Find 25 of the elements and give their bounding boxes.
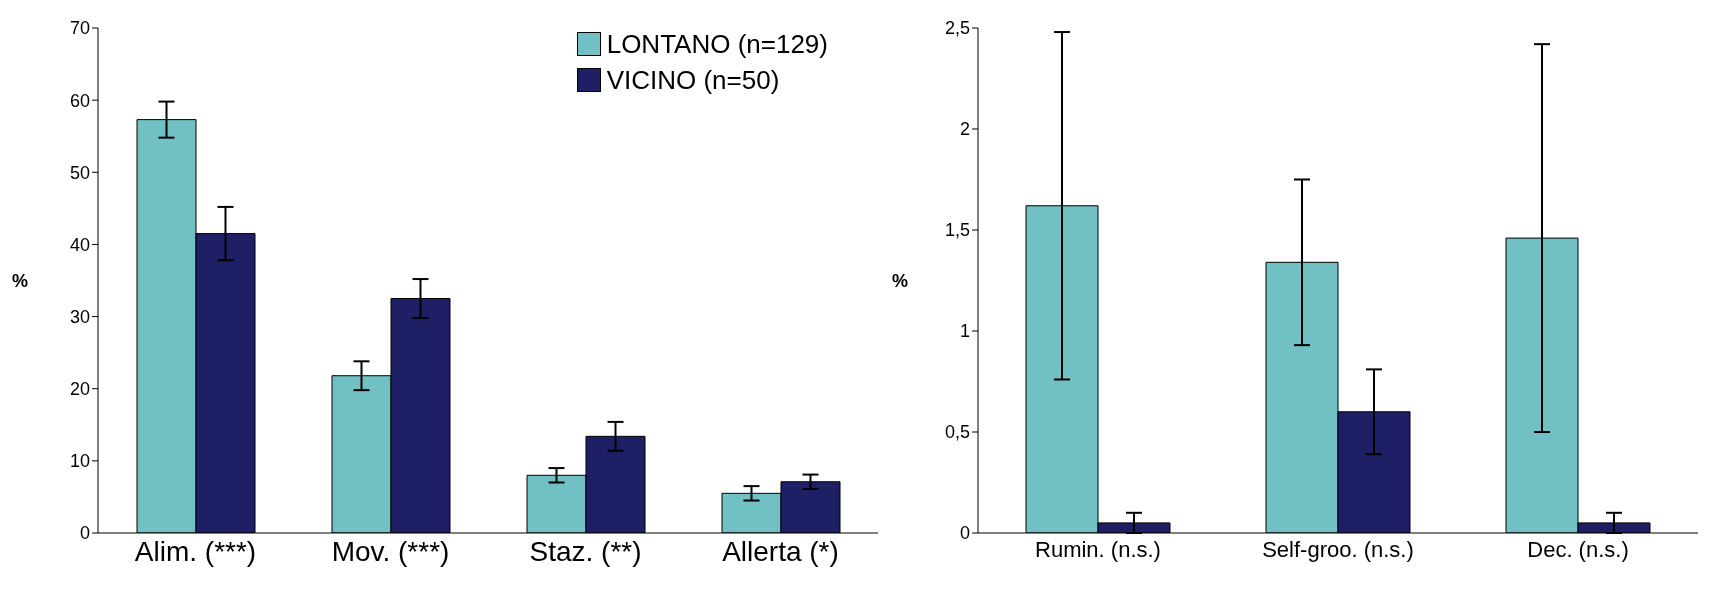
y-tick-label: 60 bbox=[69, 90, 90, 111]
y-tick-label: 0 bbox=[959, 523, 970, 544]
y-axis-title: % bbox=[11, 270, 28, 291]
y-tick-label: 0 bbox=[79, 523, 90, 544]
x-tick-label: Self-groo. (n.s.) bbox=[1262, 536, 1414, 562]
x-tick-label: Allerta (*) bbox=[722, 535, 839, 567]
y-tick-label: 70 bbox=[69, 18, 90, 39]
y-tick-label: 30 bbox=[69, 306, 90, 327]
y-axis-title: % bbox=[891, 270, 908, 291]
y-tick-label: 20 bbox=[69, 379, 90, 400]
y-tick-label: 1,5 bbox=[944, 220, 970, 241]
x-tick-label: Staz. (**) bbox=[529, 535, 642, 567]
x-tick-label: Alim. (***) bbox=[134, 535, 257, 567]
y-tick-label: 2,5 bbox=[944, 18, 970, 39]
x-tick-label: Rumin. (n.s.) bbox=[1035, 536, 1161, 562]
legend-label: LONTANO (n=129) bbox=[606, 28, 828, 61]
y-tick-label: 50 bbox=[69, 162, 90, 183]
y-tick-label: 10 bbox=[69, 451, 90, 472]
x-tick-label: Mov. (***) bbox=[331, 535, 450, 567]
y-tick-label: 2 bbox=[959, 119, 970, 140]
legend-label: VICINO (n=50) bbox=[606, 64, 780, 97]
y-tick-label: 0,5 bbox=[944, 422, 970, 443]
x-tick-label: Dec. (n.s.) bbox=[1527, 536, 1629, 562]
y-tick-label: 40 bbox=[69, 234, 90, 255]
y-tick-label: 1 bbox=[959, 321, 970, 342]
